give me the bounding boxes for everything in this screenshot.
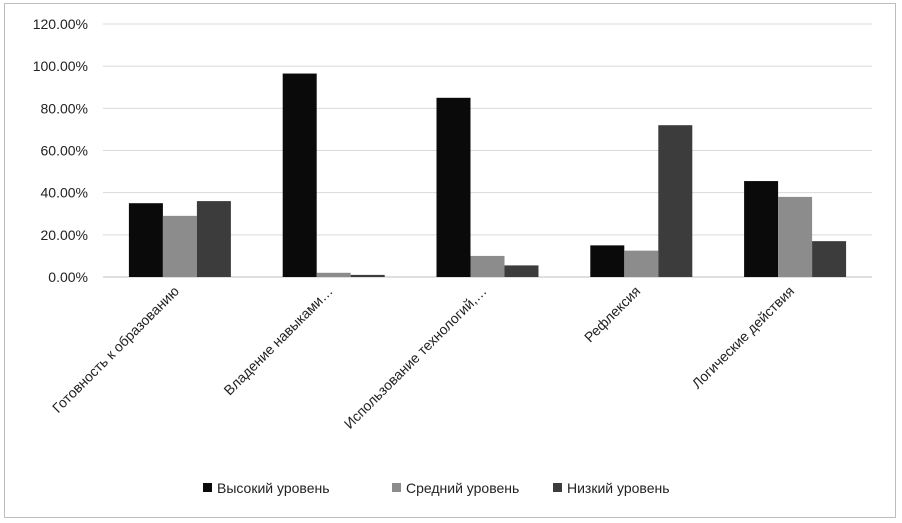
x-axis-category-labels: Готовность к образованию Владение навыкам… bbox=[49, 283, 797, 432]
y-tick-label: 100.00% bbox=[33, 58, 88, 74]
x-category-label: Рефлексия bbox=[581, 283, 643, 345]
y-tick-label: 120.00% bbox=[33, 16, 88, 32]
bar bbox=[590, 245, 625, 277]
x-category-label: Готовность к образованию bbox=[49, 283, 182, 416]
legend-swatch bbox=[203, 483, 212, 492]
x-category-label: Владение навыками… bbox=[220, 283, 335, 398]
bars bbox=[128, 73, 847, 278]
bar bbox=[436, 97, 471, 278]
legend-swatch bbox=[553, 483, 562, 492]
y-tick-label: 80.00% bbox=[41, 100, 88, 116]
y-axis-tick-labels: 0.00% 20.00% 40.00% 60.00% 80.00% 100.00% 120.… bbox=[33, 16, 88, 285]
gridlines bbox=[103, 23, 872, 278]
bar bbox=[658, 125, 693, 277]
bar bbox=[744, 181, 779, 277]
y-tick-label: 60.00% bbox=[41, 143, 88, 159]
bar bbox=[316, 272, 351, 277]
x-category-label: Использование технологий,… bbox=[341, 283, 490, 432]
legend: Высокий уровень Средний уровень Низкий уро… bbox=[203, 480, 670, 496]
bar bbox=[470, 255, 505, 277]
bar bbox=[812, 241, 847, 277]
bar bbox=[350, 274, 385, 277]
legend-swatch bbox=[392, 483, 401, 492]
legend-label: Средний уровень bbox=[406, 480, 519, 496]
bar bbox=[282, 73, 317, 277]
x-category-label: Логические действия bbox=[689, 283, 798, 392]
y-tick-label: 0.00% bbox=[48, 269, 88, 285]
bar bbox=[624, 250, 659, 277]
bar bbox=[162, 215, 197, 277]
legend-label: Низкий уровень bbox=[567, 480, 670, 496]
bar bbox=[196, 201, 231, 277]
bar bbox=[504, 265, 539, 277]
bar bbox=[778, 196, 813, 277]
legend-label: Высокий уровень bbox=[217, 480, 330, 496]
y-tick-label: 40.00% bbox=[41, 185, 88, 201]
y-tick-label: 20.00% bbox=[41, 227, 88, 243]
bar bbox=[128, 203, 163, 277]
